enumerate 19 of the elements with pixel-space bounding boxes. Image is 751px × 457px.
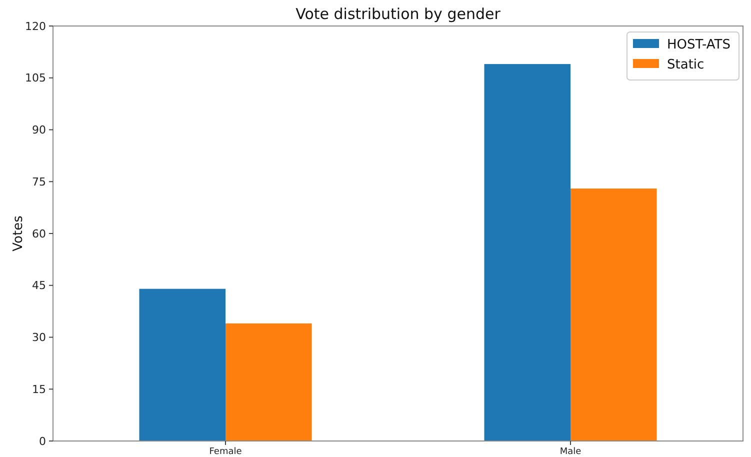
y-tick-label: 105 [25,72,46,85]
y-axis-title: Votes [11,215,26,252]
bar [226,323,312,441]
x-tick-label: Male [560,447,582,457]
bar [484,64,570,441]
x-tick-label: Female [209,447,242,457]
legend-label: HOST-ATS [667,38,730,53]
bar [570,188,657,441]
bar [139,288,226,441]
y-tick-label: 75 [32,175,46,188]
chart-title: Vote distribution by gender [296,5,502,23]
y-tick-label: 0 [39,434,46,448]
y-tick-label: 45 [32,279,46,292]
y-tick-label: 30 [32,331,46,344]
y-tick-label: 60 [32,227,46,240]
y-tick-label: 15 [32,382,46,396]
y-tick-label: 120 [25,20,46,33]
y-tick-label: 90 [32,124,46,137]
legend-label: Static [667,58,704,73]
